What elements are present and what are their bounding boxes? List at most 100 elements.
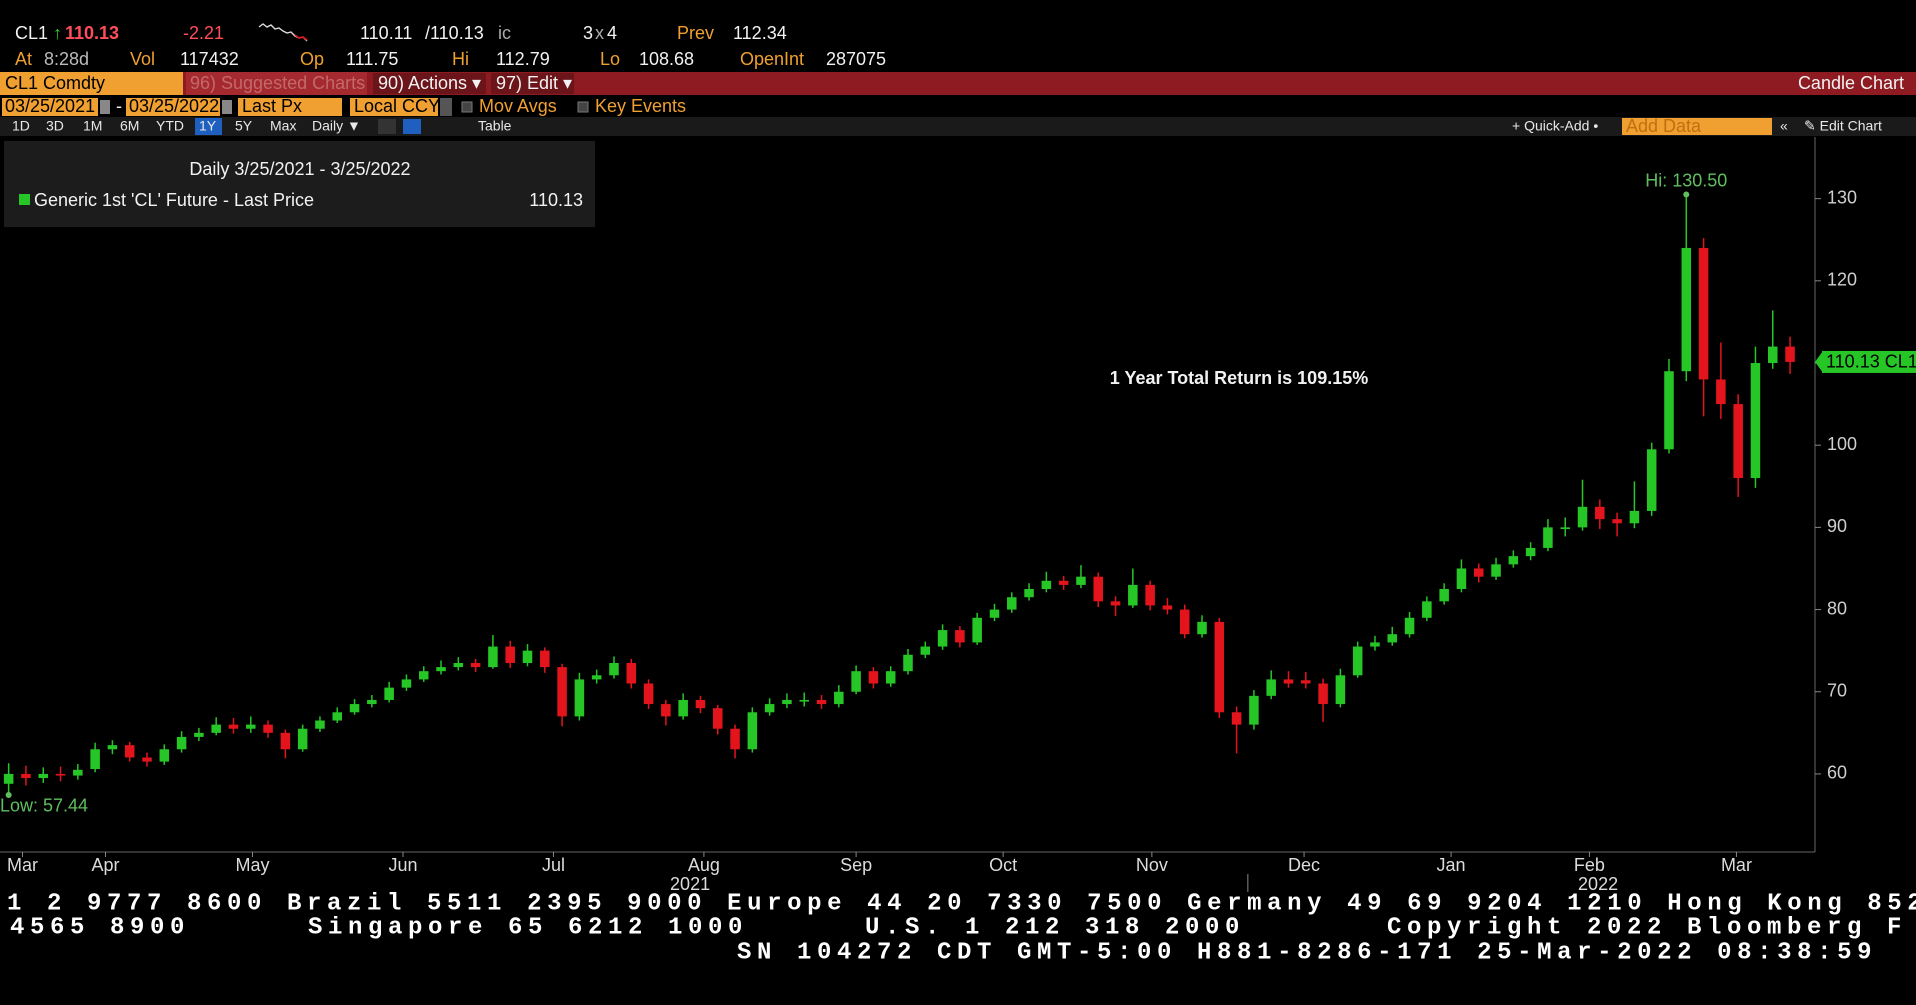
ask-size: 4 bbox=[607, 23, 617, 43]
suggested-button[interactable] bbox=[186, 72, 367, 95]
candle-body bbox=[1128, 584, 1138, 606]
actions-button[interactable] bbox=[373, 73, 486, 94]
toolbar bbox=[0, 117, 1916, 136]
candle-body bbox=[349, 704, 360, 713]
candle-body bbox=[90, 749, 100, 769]
quick-add[interactable]: + Quick-Add • bbox=[1512, 118, 1598, 134]
period-button[interactable]: 5Y bbox=[235, 118, 253, 134]
legend-series: Generic 1st 'CL' Future - Last Price bbox=[34, 190, 314, 210]
size-x: x bbox=[595, 23, 604, 43]
candle-body bbox=[661, 704, 671, 717]
candle-body bbox=[1508, 556, 1519, 565]
x-tick-label: Mar bbox=[7, 855, 38, 875]
calendar-icon[interactable] bbox=[100, 100, 110, 114]
period-button[interactable]: 1M bbox=[83, 118, 102, 134]
candle-icon[interactable] bbox=[403, 119, 421, 134]
currency-select[interactable] bbox=[350, 98, 438, 116]
edit-button[interactable] bbox=[491, 73, 574, 94]
last-price: 110.13 bbox=[65, 23, 119, 43]
plot-area: 60708090100110120130MarAprMayJunJulAugSe… bbox=[0, 137, 1916, 894]
x-tick-label: Oct bbox=[989, 855, 1017, 875]
line-icon[interactable] bbox=[378, 119, 396, 134]
suggested[interactable]: 96) Suggested Charts bbox=[190, 73, 365, 93]
candle-body bbox=[1422, 601, 1432, 618]
y-tick-label: 70 bbox=[1827, 680, 1847, 700]
calendar-icon[interactable] bbox=[222, 100, 232, 114]
key-events[interactable]: Key Events bbox=[595, 96, 686, 116]
candle-body bbox=[1629, 510, 1640, 524]
candle-body bbox=[851, 671, 861, 692]
candle-body bbox=[1473, 568, 1484, 577]
footer-segment: Copyright 2022 Bloomberg F bbox=[1387, 914, 1907, 941]
add-data-field[interactable] bbox=[1622, 118, 1772, 135]
field[interactable]: Last Px bbox=[242, 96, 302, 116]
candle-body bbox=[1404, 617, 1415, 635]
frequency[interactable]: Daily ▼ bbox=[312, 118, 361, 134]
candle-body bbox=[609, 662, 619, 676]
candle-body bbox=[626, 662, 637, 684]
op: 111.75 bbox=[346, 49, 398, 69]
edit[interactable]: 97) Edit ▾ bbox=[496, 73, 572, 93]
legend-last: 110.13 bbox=[529, 190, 583, 210]
candle-body bbox=[1301, 680, 1311, 684]
currency[interactable]: Local CCY bbox=[354, 96, 440, 116]
x-tick-label: Aug bbox=[688, 855, 720, 875]
candle-body bbox=[384, 687, 394, 700]
period-button[interactable]: 1Y bbox=[199, 118, 217, 134]
candle-body bbox=[1231, 712, 1242, 725]
start-field[interactable] bbox=[2, 98, 98, 116]
active-period[interactable] bbox=[195, 118, 222, 135]
candle-body bbox=[903, 654, 913, 672]
field-select[interactable] bbox=[238, 98, 342, 116]
candle-body bbox=[246, 724, 256, 729]
security-field[interactable] bbox=[0, 72, 183, 95]
y-tick-label: 60 bbox=[1827, 763, 1847, 783]
security[interactable]: CL1 Comdty bbox=[5, 73, 105, 93]
period-button[interactable]: YTD bbox=[156, 118, 184, 134]
candle-body bbox=[1283, 679, 1294, 684]
footer-segment: U.S. 1 212 318 2000 bbox=[865, 914, 1245, 941]
checkbox[interactable] bbox=[577, 101, 589, 113]
candle-body bbox=[107, 745, 118, 750]
y-tick-label: 80 bbox=[1827, 598, 1847, 618]
collapse[interactable]: « bbox=[1780, 118, 1788, 134]
openint-label: OpenInt bbox=[740, 49, 804, 69]
y-tick-label: 130 bbox=[1827, 187, 1857, 207]
x-tick-label: Feb bbox=[1574, 855, 1605, 875]
x-tick-label: Mar bbox=[1721, 855, 1752, 875]
checkbox[interactable] bbox=[461, 101, 473, 113]
end-date[interactable]: 03/25/2022 bbox=[129, 96, 219, 116]
candle-body bbox=[1007, 597, 1017, 610]
actions[interactable]: 90) Actions ▾ bbox=[378, 73, 481, 93]
candle-body bbox=[1716, 379, 1726, 405]
period-button[interactable]: 6M bbox=[120, 118, 139, 134]
footer-segment: 4565 8900 bbox=[10, 914, 190, 941]
ticker: CL1 bbox=[15, 23, 48, 43]
legend-swatch bbox=[19, 194, 30, 205]
ask-flag: ic bbox=[498, 23, 511, 43]
end-field[interactable] bbox=[126, 98, 220, 116]
period-button[interactable]: 1D bbox=[12, 118, 30, 134]
edit-chart[interactable]: ✎ Edit Chart bbox=[1804, 118, 1882, 134]
y-tick-label: 90 bbox=[1827, 516, 1847, 536]
legend-title: Daily 3/25/2021 - 3/25/2022 bbox=[189, 159, 410, 179]
candle-body bbox=[211, 724, 221, 733]
at-label: At bbox=[15, 49, 32, 69]
period-button[interactable]: 3D bbox=[46, 118, 64, 134]
candle-body bbox=[1214, 621, 1225, 713]
ask: /110.13 bbox=[425, 23, 484, 43]
mov-avgs[interactable]: Mov Avgs bbox=[479, 96, 557, 116]
y-tick-label: 120 bbox=[1827, 270, 1857, 290]
start-date[interactable]: 03/25/2021 bbox=[5, 96, 95, 116]
candle-body bbox=[194, 732, 204, 737]
candle-body bbox=[989, 609, 1000, 618]
candle-body bbox=[1664, 371, 1674, 450]
period-button[interactable]: Max bbox=[270, 118, 296, 134]
add-data[interactable]: Add Data bbox=[1626, 116, 1702, 136]
candle-body bbox=[1698, 247, 1709, 380]
dropdown[interactable] bbox=[440, 98, 452, 116]
candle-body bbox=[678, 699, 688, 717]
table[interactable]: Table bbox=[478, 118, 512, 134]
